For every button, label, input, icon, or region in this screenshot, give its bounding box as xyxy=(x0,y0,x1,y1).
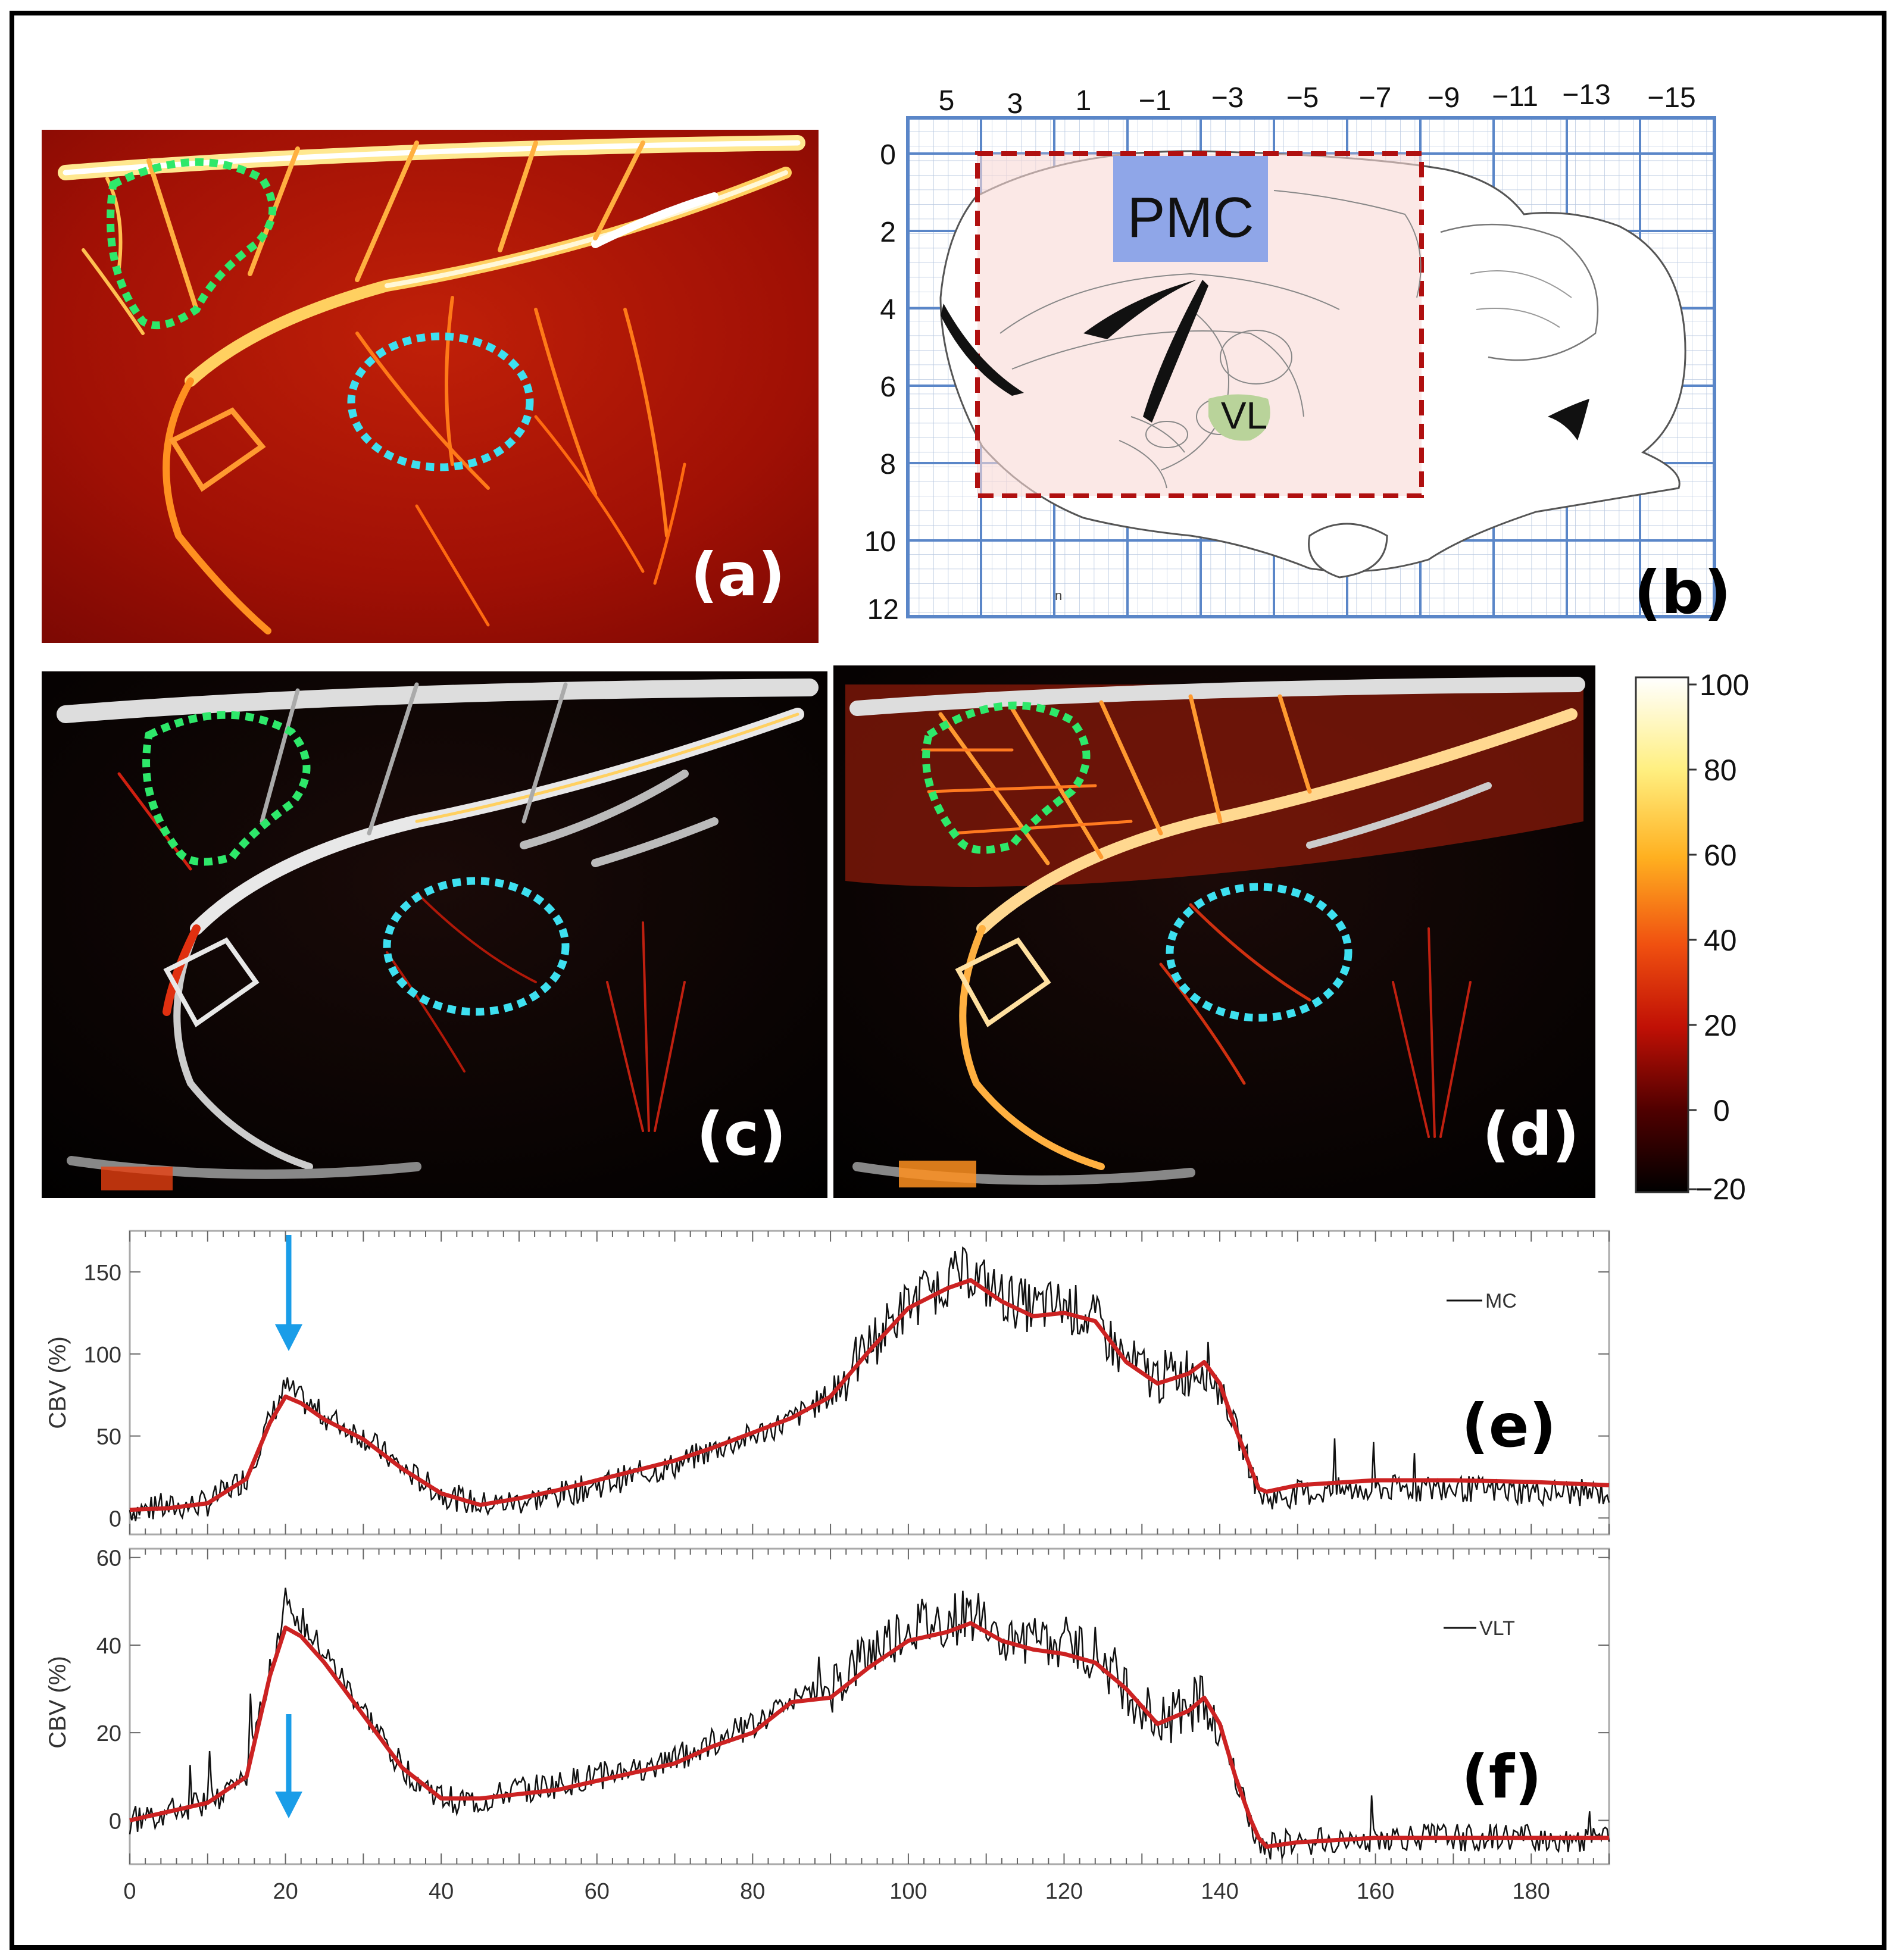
y-tick-label: 40 xyxy=(96,1634,121,1659)
panel-e-ticks: 0 50 100 150 xyxy=(84,1231,1610,1534)
b-xtick: −1 xyxy=(1139,85,1172,117)
b-ytick: 4 xyxy=(880,294,896,326)
panel-c-cyan-roi xyxy=(383,877,570,1016)
x-tick-label: 120 xyxy=(1045,1879,1083,1904)
panel-b: PMC VL n 5 3 1 −1 −3 −5 −7 −9 −11 −13 −1… xyxy=(864,79,1731,627)
b-xtick: −3 xyxy=(1211,82,1244,114)
panel-e-arrow-head xyxy=(275,1324,302,1351)
pmc-label: PMC xyxy=(1127,186,1254,249)
colorbar-tick: 20 xyxy=(1704,1009,1737,1042)
b-xtick: −5 xyxy=(1286,82,1319,114)
b-ytick: 0 xyxy=(880,139,896,171)
b-ytick: 8 xyxy=(880,449,896,480)
panel-c-label: (c) xyxy=(696,1099,786,1169)
colorbar-tick: 80 xyxy=(1704,754,1737,787)
panel-b-x-ticks: 5 3 1 −1 −3 −5 −7 −9 −11 −13 −15 xyxy=(939,79,1696,120)
b-xtick: −13 xyxy=(1562,79,1610,111)
panel-f-ylabel: CBV (%) xyxy=(45,1656,71,1749)
panel-e-chart: CBV (%) 0 50 100 150 MC (e) xyxy=(45,1230,1610,1536)
colorbar-tick: 40 xyxy=(1704,924,1737,957)
b-xtick: −15 xyxy=(1647,82,1695,114)
x-tick-label: 0 xyxy=(123,1879,136,1904)
vl-label: VL xyxy=(1221,394,1267,437)
brain-internal-structures xyxy=(999,190,1422,489)
panel-e-ylabel: CBV (%) xyxy=(45,1336,71,1429)
b-xtick: 3 xyxy=(1007,88,1023,120)
panel-a-cyan-roi xyxy=(347,332,534,471)
y-tick-label: 150 xyxy=(84,1261,121,1286)
b-xtick: 1 xyxy=(1076,85,1092,117)
b-xtick: −11 xyxy=(1492,81,1538,112)
pmc-region xyxy=(1113,156,1268,262)
x-tick-label: 160 xyxy=(1357,1879,1394,1904)
panel-f-ticks: 0 20 40 60 0 20 40 60 80 100 120 140 160 180 xyxy=(96,1546,1610,1904)
small-mark: n xyxy=(1055,588,1062,603)
panel-a-label: (a) xyxy=(691,540,785,609)
x-tick-label: 180 xyxy=(1513,1879,1550,1904)
colorbar-tick: 100 xyxy=(1700,668,1749,702)
vl-region xyxy=(1208,394,1270,441)
panel-d-label: (d) xyxy=(1482,1099,1579,1169)
panel-e-legend: MC xyxy=(1485,1290,1517,1312)
panel-b-label: (b) xyxy=(1634,558,1731,627)
panel-e-plot-frame xyxy=(129,1230,1610,1536)
colorbar-gradient xyxy=(1635,676,1689,1193)
panel-e-arrow xyxy=(275,1235,302,1351)
panel-f-legend: VLT xyxy=(1479,1617,1515,1640)
b-xtick: −7 xyxy=(1359,82,1392,114)
x-tick-label: 20 xyxy=(273,1879,298,1904)
panel-a-green-roi xyxy=(107,158,277,330)
y-tick-label: 0 xyxy=(109,1809,121,1834)
panel-c: (c) xyxy=(42,671,827,1198)
panel-a-image xyxy=(42,130,819,643)
panel-a: (a) xyxy=(42,130,819,643)
b-ytick: 6 xyxy=(880,371,896,403)
series-line-fit xyxy=(129,1278,1610,1512)
panel-f-arrow xyxy=(275,1714,302,1818)
x-tick-label: 60 xyxy=(585,1879,610,1904)
y-tick-label: 0 xyxy=(109,1506,121,1531)
colorbar-tick-marks xyxy=(1688,683,1697,1190)
panel-c-image xyxy=(42,671,827,1198)
b-ytick: 10 xyxy=(864,526,896,558)
series-line-raw xyxy=(129,1246,1610,1521)
colorbar-tick: 60 xyxy=(1704,839,1737,872)
y-tick-label: 50 xyxy=(96,1425,121,1450)
panel-f-arrow-head xyxy=(275,1792,302,1818)
colorbar-tick: 0 xyxy=(1713,1094,1730,1127)
y-tick-label: 100 xyxy=(84,1343,121,1368)
y-tick-label: 20 xyxy=(96,1721,121,1746)
b-xtick: 5 xyxy=(939,85,955,117)
panel-e-label: (e) xyxy=(1461,1391,1556,1461)
x-tick-label: 140 xyxy=(1201,1879,1238,1904)
series-line-fit xyxy=(129,1621,1609,1849)
y-tick-label: 60 xyxy=(96,1546,121,1571)
panel-e-marks xyxy=(129,1246,1610,1521)
panel-f-label: (f) xyxy=(1461,1742,1542,1812)
colorbar-tick: −20 xyxy=(1695,1173,1746,1206)
panel-d: (d) xyxy=(833,665,1595,1198)
panel-f-plot-frame xyxy=(129,1548,1610,1865)
panel-f-marks xyxy=(129,1587,1610,1861)
panel-d-green-roi xyxy=(922,701,1091,854)
panel-b-y-ticks: 0 2 4 6 8 10 12 xyxy=(864,139,899,626)
colorbar-labels: 100 80 60 40 20 0 −20 xyxy=(1695,668,1749,1206)
x-tick-label: 100 xyxy=(889,1879,927,1904)
panel-d-cyan-roi xyxy=(1166,883,1352,1022)
colorbar: 100 80 60 40 20 0 −20 xyxy=(1635,668,1749,1206)
x-tick-label: 80 xyxy=(740,1879,765,1904)
x-tick-label: 40 xyxy=(429,1879,454,1904)
b-ytick: 2 xyxy=(880,217,896,248)
b-ytick: 12 xyxy=(867,594,899,626)
panel-c-green-roi xyxy=(142,711,311,866)
b-xtick: −9 xyxy=(1428,82,1460,114)
